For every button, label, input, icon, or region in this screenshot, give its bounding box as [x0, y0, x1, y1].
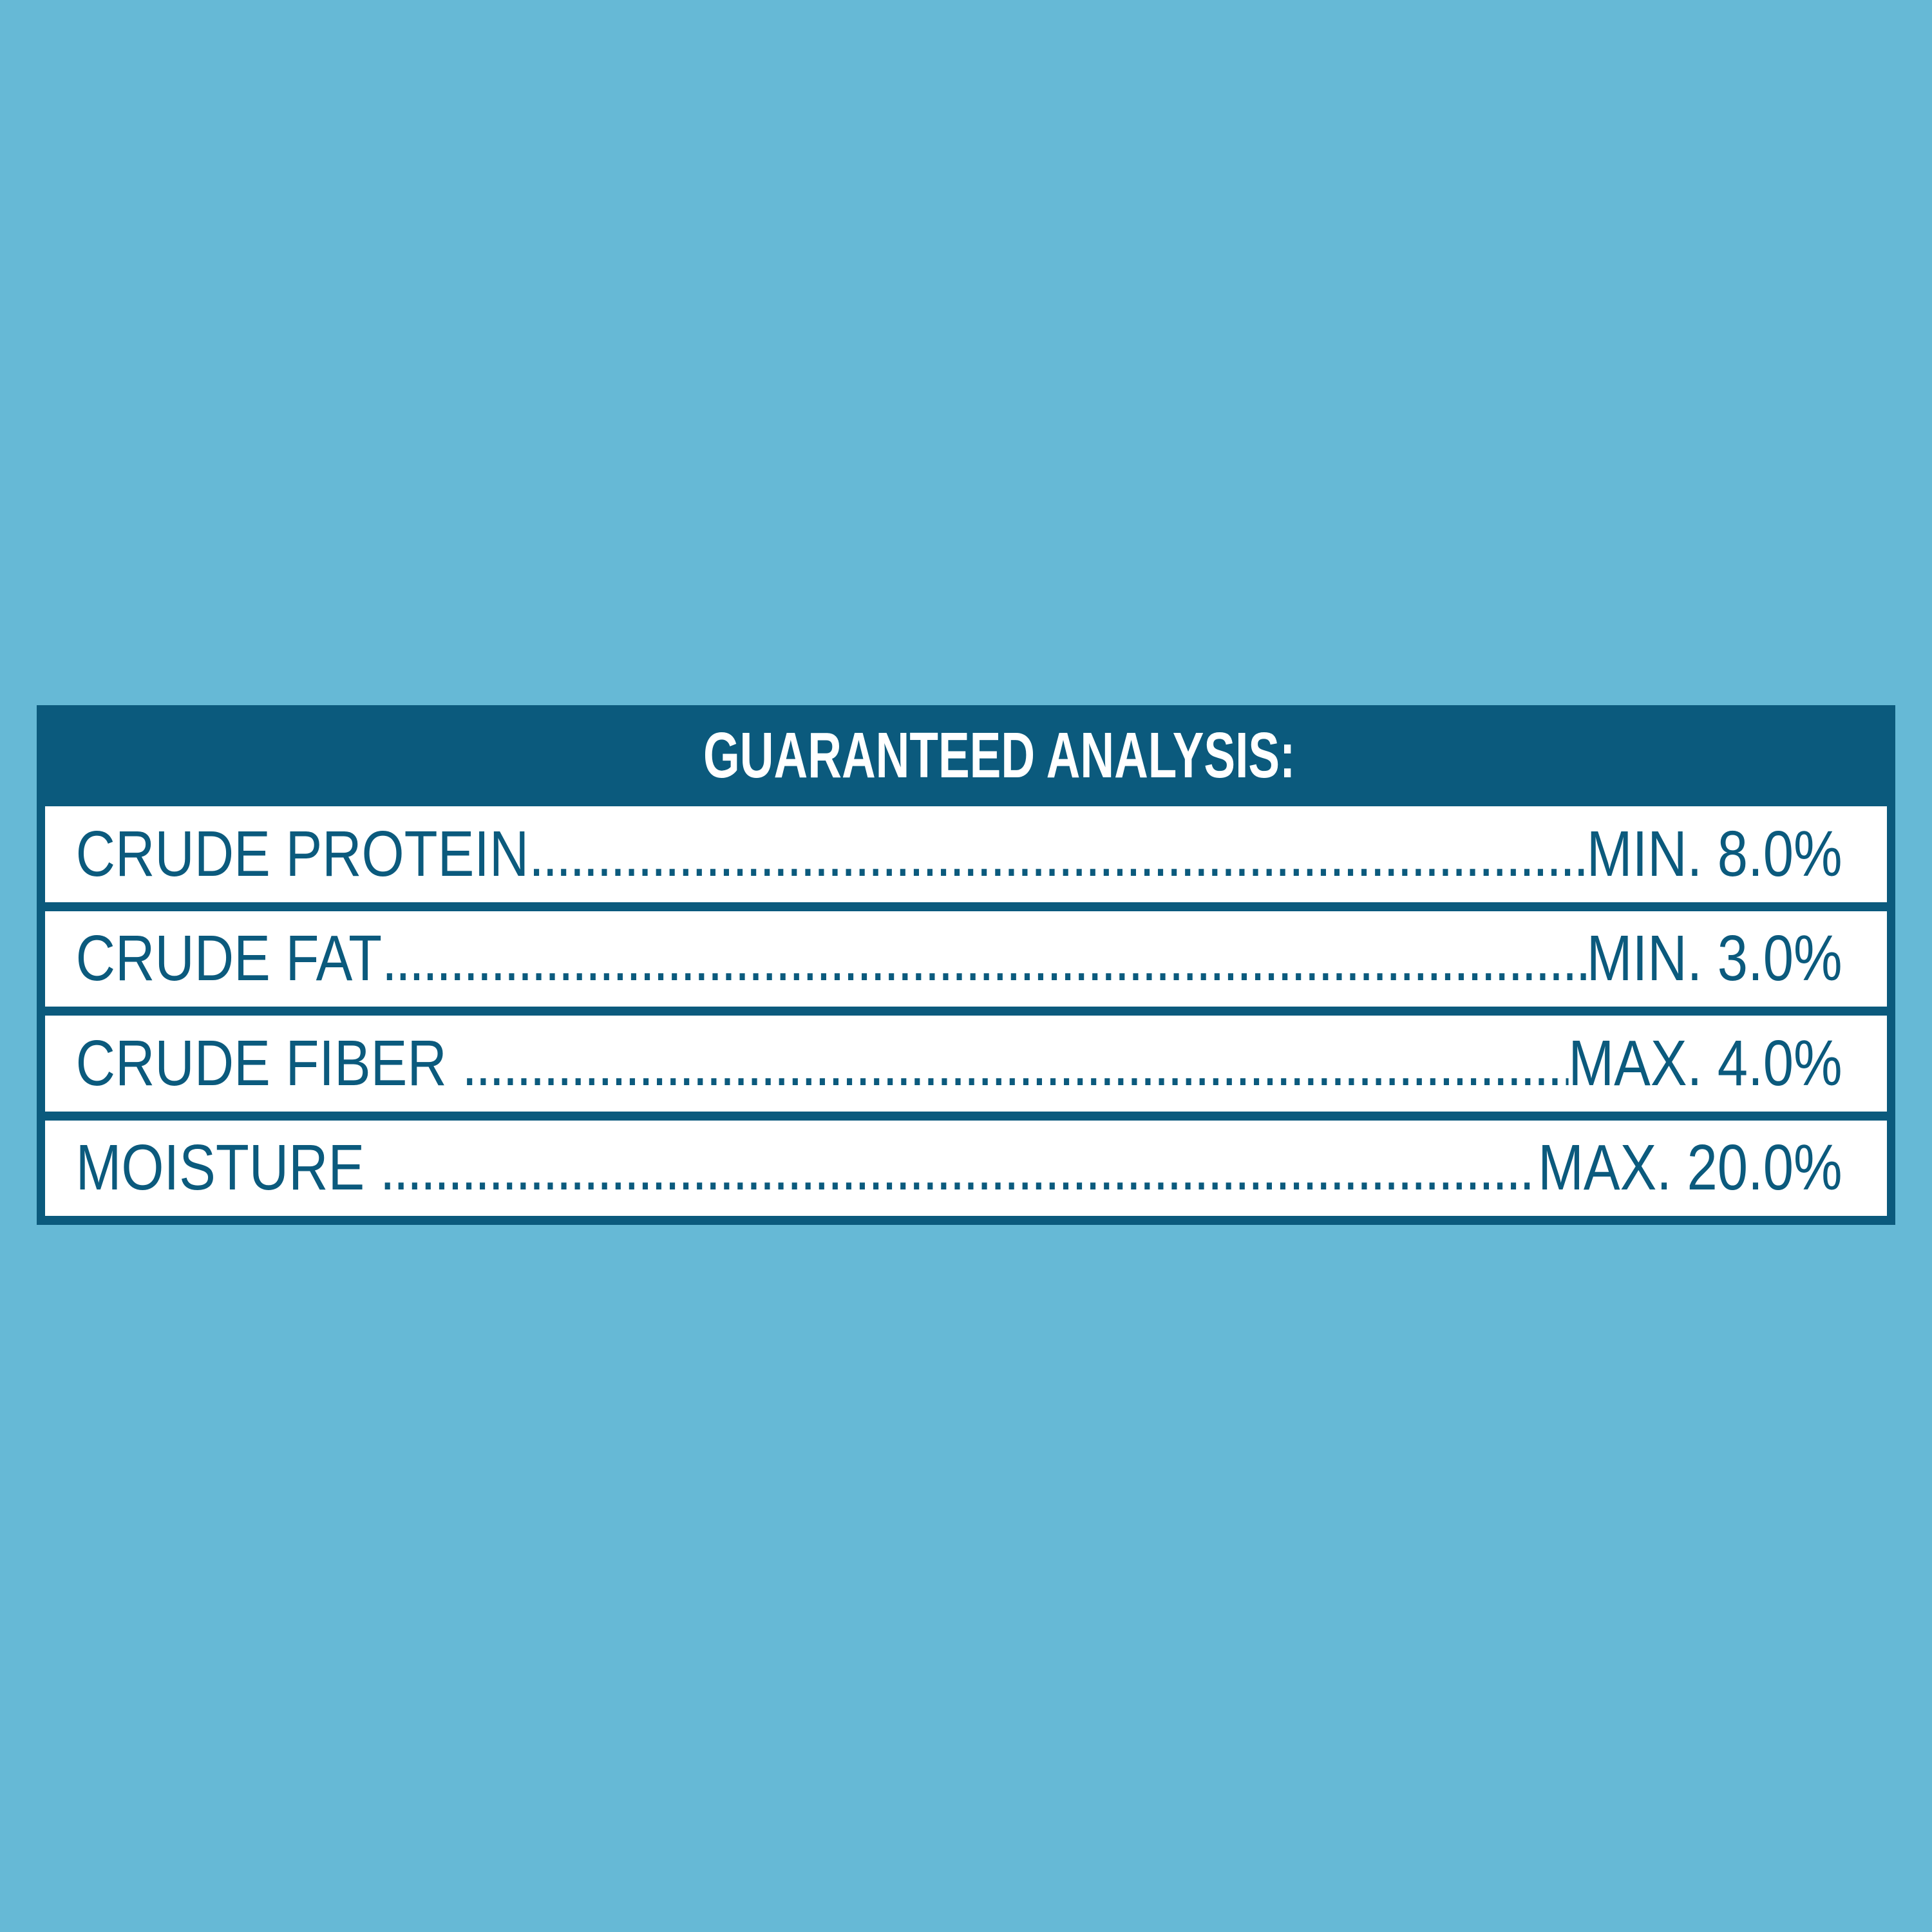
- nutrient-value: MAX. 4.0%: [1568, 1027, 1842, 1099]
- dot-leader: ........................................…: [379, 1132, 1538, 1204]
- nutrient-label: CRUDE FAT: [75, 922, 382, 995]
- analysis-row-moisture: MOISTURE ...............................…: [45, 1120, 1887, 1217]
- nutrient-value: MIN. 3.0%: [1586, 922, 1842, 995]
- nutrient-label: CRUDE FIBER: [75, 1027, 462, 1099]
- row-content: CRUDE PROTEIN ..........................…: [45, 806, 1887, 902]
- dot-leader: ........................................…: [462, 1027, 1568, 1099]
- analysis-row-crude-fiber: CRUDE FIBER ............................…: [45, 1016, 1887, 1112]
- nutrient-label: CRUDE PROTEIN: [75, 817, 529, 890]
- panel-title: GUARANTEED ANALYSIS:: [703, 719, 1296, 791]
- dot-leader: ........................................…: [381, 922, 1587, 995]
- nutrient-value: MAX. 20.0%: [1538, 1132, 1842, 1204]
- row-content: CRUDE FIBER ............................…: [45, 1016, 1887, 1112]
- row-content: CRUDE FAT ..............................…: [45, 911, 1887, 1007]
- row-content: MOISTURE ...............................…: [45, 1121, 1887, 1217]
- analysis-row-crude-fat: CRUDE FAT ..............................…: [45, 911, 1887, 1007]
- nutrient-label: MOISTURE: [75, 1132, 380, 1204]
- dot-leader: ........................................…: [529, 817, 1587, 890]
- panel-header: GUARANTEED ANALYSIS:: [37, 705, 1895, 806]
- guaranteed-analysis-panel: GUARANTEED ANALYSIS: CRUDE PROTEIN .....…: [37, 705, 1895, 1225]
- analysis-row-crude-protein: CRUDE PROTEIN ..........................…: [45, 806, 1887, 902]
- nutrient-value: MIN. 8.0%: [1586, 817, 1842, 890]
- analysis-rows: CRUDE PROTEIN ..........................…: [45, 806, 1887, 1216]
